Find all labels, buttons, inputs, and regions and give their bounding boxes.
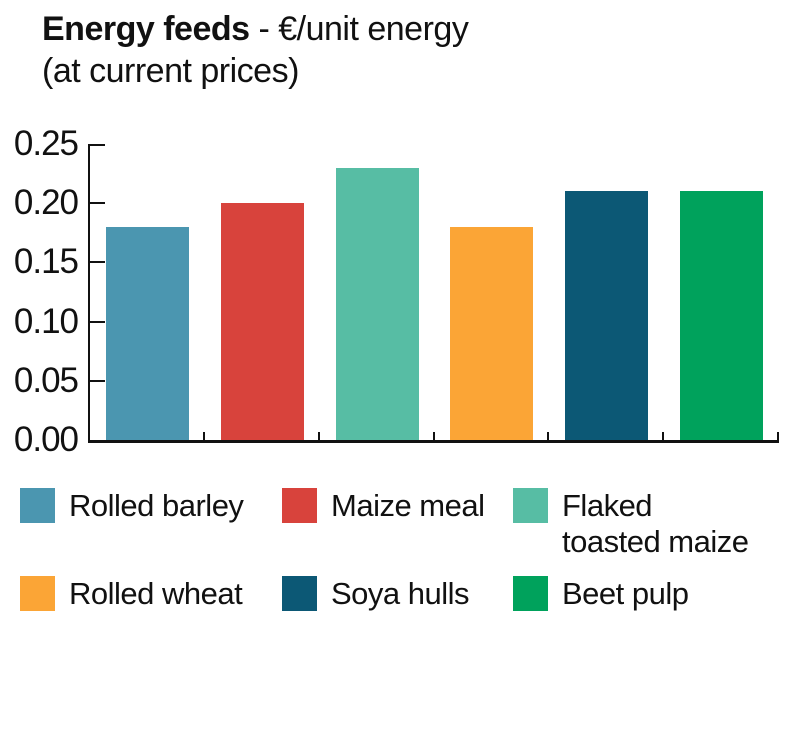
legend-label: Maize meal bbox=[331, 488, 485, 523]
chart-title-line2: (at current prices) bbox=[42, 52, 299, 90]
legend-item-soya-hulls: Soya hulls bbox=[282, 576, 513, 612]
legend-item-beet-pulp: Beet pulp bbox=[513, 576, 749, 612]
x-tick-mark bbox=[547, 432, 549, 440]
legend-swatch bbox=[513, 576, 548, 611]
y-tick-label: 0.25 bbox=[13, 124, 79, 163]
chart-title-unit: - €/unit energy bbox=[249, 10, 469, 48]
legend-label: Flaked toasted maize bbox=[562, 488, 749, 559]
chart-title-line1: Energy feeds - €/unit energy bbox=[42, 8, 469, 50]
legend-label: Soya hulls bbox=[331, 576, 470, 611]
y-tick-mark bbox=[90, 321, 105, 323]
legend-swatch bbox=[282, 488, 317, 523]
x-tick-mark bbox=[318, 432, 320, 440]
chart-title: Energy feeds - €/unit energy (at current… bbox=[42, 8, 469, 92]
plot-area bbox=[88, 144, 779, 443]
legend-swatch bbox=[513, 488, 548, 523]
y-tick-mark bbox=[90, 380, 105, 382]
legend: Rolled barley Maize meal Flaked toasted ma… bbox=[20, 488, 749, 612]
legend-item-rolled-wheat: Rolled wheat bbox=[20, 576, 282, 612]
legend-item-flaked-toasted-maize: Flaked toasted maize bbox=[513, 488, 749, 560]
y-tick-label: 0.15 bbox=[13, 242, 79, 281]
legend-label: Beet pulp bbox=[562, 576, 689, 611]
bar-beet-pulp bbox=[680, 191, 764, 440]
x-tick-mark bbox=[662, 432, 664, 440]
bar-soya-hulls bbox=[565, 191, 649, 440]
legend-label: Rolled wheat bbox=[69, 576, 243, 611]
legend-item-maize-meal: Maize meal bbox=[282, 488, 513, 524]
legend-label: Rolled barley bbox=[69, 488, 244, 523]
y-tick-label: 0.00 bbox=[13, 420, 79, 459]
chart-title-bold: Energy feeds bbox=[42, 10, 250, 48]
y-tick-label: 0.05 bbox=[13, 361, 79, 400]
x-tick-mark bbox=[203, 432, 205, 440]
x-tick-mark bbox=[433, 432, 435, 440]
legend-swatch bbox=[282, 576, 317, 611]
x-tick-mark bbox=[777, 432, 779, 440]
legend-swatch bbox=[20, 488, 55, 523]
bar-flaked-toasted-maize bbox=[335, 168, 419, 440]
y-tick-mark bbox=[90, 144, 105, 146]
y-tick-mark bbox=[90, 261, 105, 263]
bar-rolled-barley bbox=[105, 227, 189, 440]
legend-swatch bbox=[20, 576, 55, 611]
bar-maize-meal bbox=[220, 203, 304, 440]
legend-item-rolled-barley: Rolled barley bbox=[20, 488, 282, 524]
y-tick-label: 0.10 bbox=[13, 302, 79, 341]
y-tick-label: 0.20 bbox=[13, 183, 79, 222]
y-tick-mark bbox=[90, 202, 105, 204]
bar-rolled-wheat bbox=[450, 227, 534, 440]
y-axis-labels: 0.00 0.05 0.10 0.15 0.20 0.25 bbox=[0, 125, 79, 459]
